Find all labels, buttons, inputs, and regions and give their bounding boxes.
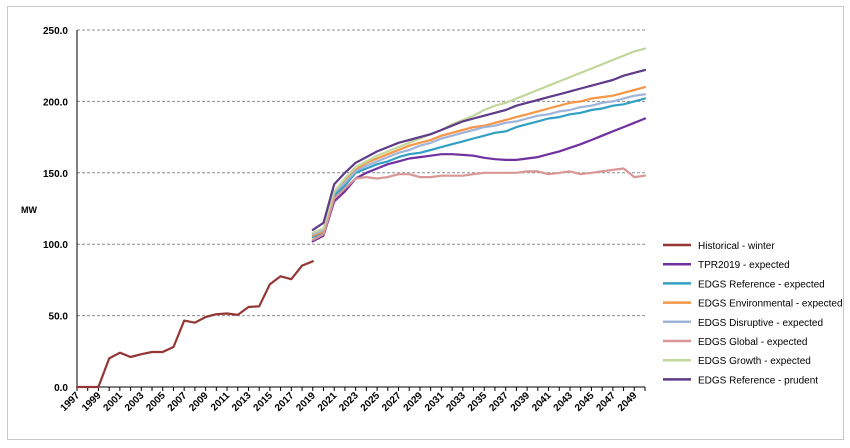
y-tick-label: 200.0	[43, 97, 68, 108]
series-line	[311, 47, 647, 234]
x-tick-label: 2015	[252, 390, 276, 414]
series-line	[311, 93, 647, 236]
legend-label: EDGS Growth - expected	[698, 356, 811, 367]
x-tick-label: 2031	[423, 390, 447, 414]
x-tick-label: 2033	[444, 390, 468, 414]
x-tick-label: 2013	[230, 390, 254, 414]
legend-label: EDGS Reference - prudent	[698, 375, 818, 386]
y-tick-label: 250.0	[43, 26, 68, 37]
x-tick-label: 2021	[316, 390, 340, 414]
x-tick-label: 2049	[616, 390, 640, 414]
x-tick-label: 2025	[359, 390, 383, 414]
series-line	[311, 85, 647, 237]
y-tick-label: 50.0	[49, 312, 69, 323]
x-tick-label: 2011	[209, 390, 232, 413]
x-tick-label: 2027	[380, 390, 404, 414]
x-tick-label: 2017	[273, 390, 297, 414]
series-line	[311, 117, 647, 243]
legend-label: EDGS Global - expected	[698, 337, 808, 348]
x-tick-label: 2041	[530, 390, 554, 414]
x-tick-label: 2019	[294, 390, 318, 414]
x-tick-label: 2023	[337, 390, 361, 414]
x-tick-label: 1999	[80, 390, 104, 414]
x-tick-label: 2007	[166, 390, 190, 414]
series-line	[75, 260, 314, 389]
y-axis-label: MW	[21, 205, 37, 215]
legend-label: EDGS Reference - expected	[698, 279, 825, 290]
legend-label: EDGS Environmental - expected	[698, 299, 843, 310]
x-tick-label: 2003	[123, 390, 147, 414]
x-tick-label: 2005	[144, 390, 168, 414]
x-tick-label: 2037	[487, 390, 511, 414]
legend-label: TPR2019 - expected	[698, 260, 790, 271]
legend-label: EDGS Disruptive - expected	[698, 318, 823, 329]
series-line	[311, 97, 647, 239]
y-tick-label: 100.0	[43, 240, 68, 251]
x-tick-label: 2043	[552, 390, 576, 414]
series-line	[311, 68, 647, 231]
legend-label: Historical - winter	[698, 241, 775, 252]
x-tick-label: 2045	[573, 390, 597, 414]
series-line	[311, 167, 647, 241]
y-tick-label: 150.0	[43, 169, 68, 180]
x-tick-label: 2047	[594, 390, 618, 414]
x-tick-label: 2035	[466, 390, 490, 414]
x-tick-label: 2009	[187, 390, 211, 414]
y-tick-label: 0.0	[54, 383, 68, 394]
x-tick-label: 2029	[402, 390, 426, 414]
chart-frame	[7, 6, 844, 440]
x-tick-label: 2001	[101, 390, 125, 414]
x-tick-label: 2039	[509, 390, 533, 414]
